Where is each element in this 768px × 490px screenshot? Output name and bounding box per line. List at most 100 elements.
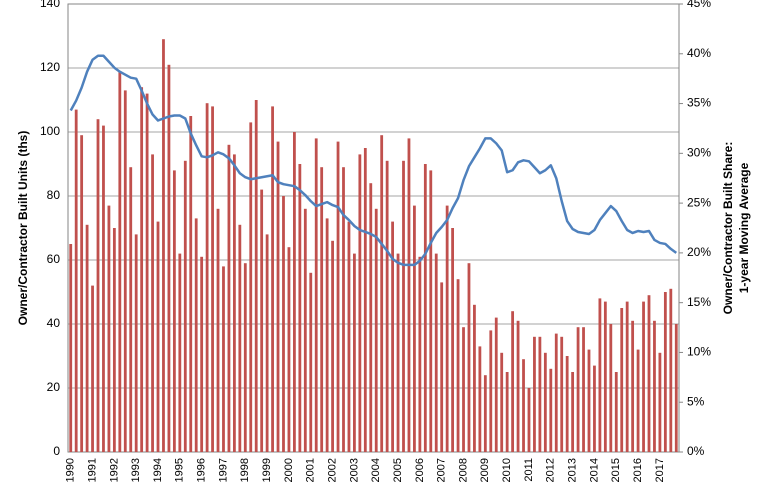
x-tick-label: 1996 xyxy=(196,458,208,482)
bar xyxy=(129,167,133,452)
bar xyxy=(478,346,482,452)
bar xyxy=(402,160,405,453)
bar xyxy=(647,295,651,452)
bar xyxy=(418,256,422,452)
bar xyxy=(565,356,569,452)
bar xyxy=(533,336,536,452)
y-tick-label: 20 xyxy=(47,380,61,394)
bar xyxy=(598,298,602,452)
bar xyxy=(91,285,94,452)
bar xyxy=(303,208,307,452)
bar xyxy=(342,167,345,452)
bar xyxy=(265,234,269,452)
y2-axis-title: Owner/Contractor Built Share: xyxy=(721,142,735,315)
x-tick-label: 1999 xyxy=(261,458,273,482)
bar xyxy=(631,320,635,452)
x-tick-label: 1994 xyxy=(152,458,164,482)
y-tick-label: 120 xyxy=(40,60,60,74)
bar xyxy=(260,189,264,452)
bar xyxy=(527,388,531,452)
bar xyxy=(227,144,231,453)
bar xyxy=(614,372,618,452)
bar xyxy=(663,292,667,452)
x-tick-label: 1998 xyxy=(239,458,251,482)
bar xyxy=(249,122,253,453)
bar xyxy=(320,167,324,452)
bar xyxy=(85,224,89,452)
bar xyxy=(118,71,122,452)
y2-tick-label: 10% xyxy=(687,345,711,359)
x-tick-label: 2007 xyxy=(436,458,448,482)
bar xyxy=(554,333,558,452)
bar xyxy=(140,87,144,452)
bar xyxy=(107,205,111,452)
bar xyxy=(331,240,334,452)
x-tick-label: 2016 xyxy=(632,458,644,482)
y-tick-label: 0 xyxy=(53,444,60,458)
bar xyxy=(434,253,438,452)
bar xyxy=(462,327,465,452)
bar xyxy=(309,272,313,452)
bar xyxy=(112,228,116,452)
bar xyxy=(429,170,433,452)
y-tick-label: 60 xyxy=(47,252,61,266)
x-tick-label: 2001 xyxy=(305,458,317,482)
x-tick-label: 2006 xyxy=(414,458,426,482)
bar xyxy=(587,349,591,452)
y2-tick-label: 0% xyxy=(687,444,705,458)
bar xyxy=(232,154,236,452)
bar xyxy=(325,218,329,452)
bar xyxy=(653,320,656,452)
bar xyxy=(314,138,318,452)
bar xyxy=(451,228,455,452)
bar xyxy=(211,106,214,453)
bar xyxy=(243,263,247,452)
y-tick-label: 100 xyxy=(40,124,60,138)
bar xyxy=(369,183,373,452)
line xyxy=(69,54,678,267)
bar xyxy=(571,372,575,452)
y2-axis-title: 1-year Moving Average xyxy=(737,162,751,293)
bar xyxy=(194,218,198,452)
bar xyxy=(96,119,100,452)
bar xyxy=(358,154,362,452)
x-tick-label: 2015 xyxy=(610,458,622,482)
bar xyxy=(636,349,640,452)
x-tick-label: 2004 xyxy=(370,458,382,482)
x-tick-label: 2000 xyxy=(283,458,295,482)
bar xyxy=(156,221,160,452)
bar xyxy=(123,90,127,453)
bar xyxy=(216,208,220,452)
bar xyxy=(609,324,613,452)
y2-tick-label: 35% xyxy=(687,96,711,110)
bar xyxy=(385,160,389,453)
bar xyxy=(522,359,525,452)
bar xyxy=(102,125,105,452)
bar xyxy=(74,109,78,452)
bar xyxy=(407,138,411,452)
bar xyxy=(145,93,149,452)
bar xyxy=(396,253,400,452)
bar xyxy=(363,148,367,452)
bar xyxy=(374,208,378,452)
bar xyxy=(353,253,356,452)
bar xyxy=(287,247,291,452)
y2-tick-label: 5% xyxy=(687,394,705,408)
y-tick-label: 140 xyxy=(40,0,60,10)
x-tick-label: 2011 xyxy=(523,458,535,482)
bar xyxy=(473,304,476,452)
bar xyxy=(483,375,487,452)
bar xyxy=(413,205,416,452)
bar xyxy=(380,135,384,452)
bar xyxy=(445,205,449,452)
bar xyxy=(576,327,580,452)
bar xyxy=(276,141,280,452)
x-tick-label: 2012 xyxy=(545,458,557,482)
bar xyxy=(391,221,394,452)
y-tick-label: 80 xyxy=(47,188,61,202)
bar xyxy=(254,100,258,452)
bar xyxy=(183,160,187,453)
y2-tick-label: 40% xyxy=(687,46,711,60)
bar xyxy=(200,256,204,452)
